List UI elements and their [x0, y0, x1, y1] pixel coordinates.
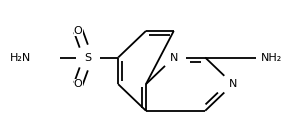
Text: S: S	[84, 53, 92, 63]
Text: N: N	[170, 53, 178, 63]
Text: NH₂: NH₂	[261, 53, 282, 63]
Text: H₂N: H₂N	[10, 53, 31, 63]
Text: N: N	[229, 79, 237, 89]
Text: O: O	[74, 26, 83, 36]
Text: O: O	[74, 79, 83, 89]
